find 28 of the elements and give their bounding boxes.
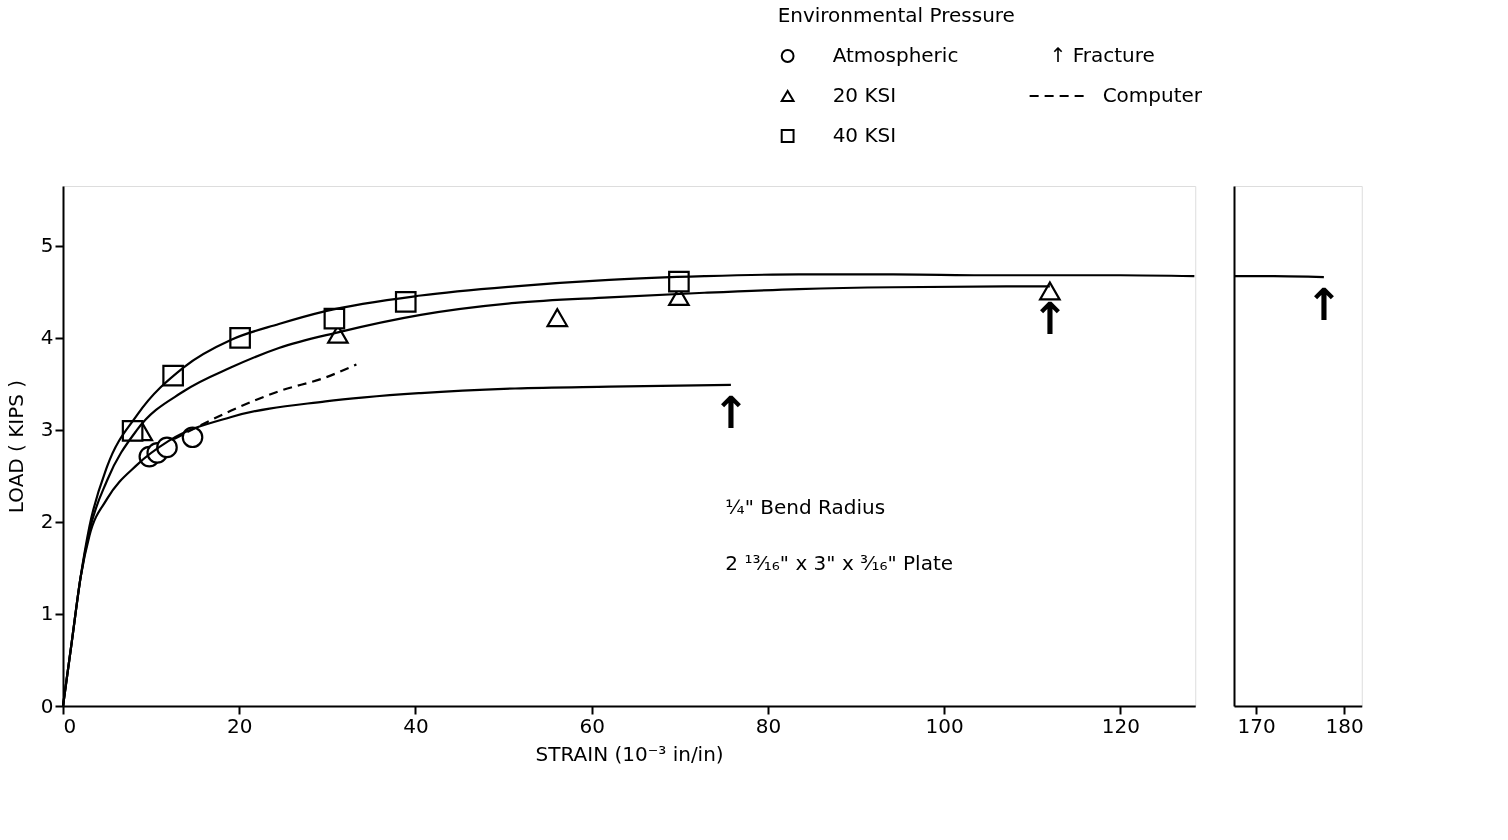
- x-tick-label: 80: [755, 713, 782, 738]
- annotation: ¼" Bend Radius: [725, 495, 886, 520]
- annotation: ↑: [1031, 292, 1069, 344]
- legend-label: Computer: [1102, 83, 1203, 107]
- x-axis-title: STRAIN (10⁻³ in/in): [535, 741, 724, 766]
- x-tick-label: 0: [63, 713, 77, 738]
- x-tick-label: 60: [579, 713, 605, 738]
- x-tick-label: 20: [227, 713, 253, 738]
- legend-label: 20 KSI: [832, 83, 897, 107]
- x-tick-label: 170: [1237, 713, 1276, 738]
- y-tick-label: 4: [40, 325, 54, 350]
- x-tick-label: 180: [1325, 713, 1364, 738]
- y-axis-title: LOAD ( KIPS ): [3, 379, 28, 514]
- legend-label: 40 KSI: [832, 123, 897, 147]
- legend-label: Atmospheric: [832, 43, 959, 67]
- y-tick-label: 5: [40, 233, 54, 258]
- text: ↑ Fracture: [1049, 43, 1155, 67]
- x-tick-label: 40: [403, 713, 429, 738]
- y-tick-label: 1: [40, 601, 54, 626]
- y-tick-label: 0: [40, 693, 54, 718]
- y-tick-label: 2: [40, 509, 54, 534]
- annotation: ↑: [1305, 279, 1343, 331]
- x-tick-label: 120: [1101, 713, 1140, 738]
- x-tick-label: 100: [925, 713, 964, 738]
- annotation: 2 ¹³⁄₁₆" x 3" x ³⁄₁₆" Plate: [725, 551, 954, 576]
- legend-title: Environmental Pressure: [777, 3, 1015, 27]
- annotation: ↑: [712, 386, 750, 438]
- y-tick-label: 3: [40, 417, 54, 442]
